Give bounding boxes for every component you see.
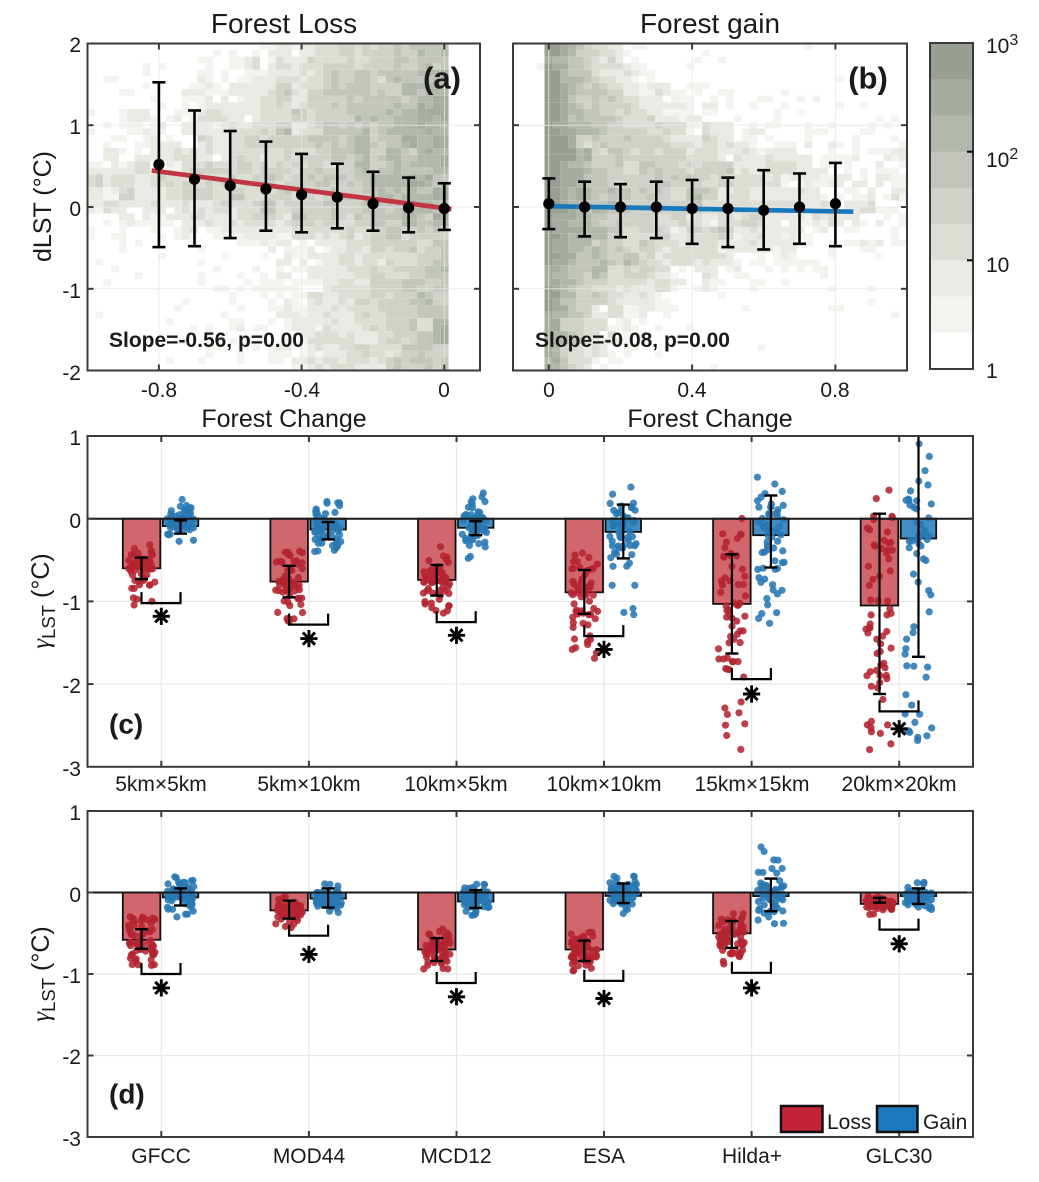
svg-text:10km×5km: 10km×5km bbox=[404, 773, 507, 796]
svg-text:1: 1 bbox=[986, 360, 998, 383]
svg-text:0: 0 bbox=[69, 510, 81, 533]
svg-text:Slope=-0.08, p=0.00: Slope=-0.08, p=0.00 bbox=[535, 329, 730, 352]
svg-text:Forest Loss: Forest Loss bbox=[211, 8, 357, 39]
svg-text:1: 1 bbox=[69, 427, 81, 450]
svg-text:5km×10km: 5km×10km bbox=[257, 773, 360, 796]
svg-text:-0.8: -0.8 bbox=[141, 379, 177, 402]
svg-text:-3: -3 bbox=[62, 758, 81, 781]
svg-text:Gain: Gain bbox=[923, 1111, 967, 1134]
svg-text:GFCC: GFCC bbox=[131, 1145, 191, 1168]
svg-text:-0.4: -0.4 bbox=[284, 379, 321, 402]
svg-text:ESA: ESA bbox=[583, 1145, 625, 1168]
svg-text:(a): (a) bbox=[423, 61, 461, 96]
svg-text:Forest gain: Forest gain bbox=[640, 8, 780, 39]
svg-text:(d): (d) bbox=[109, 1079, 145, 1110]
svg-text:10: 10 bbox=[986, 254, 1009, 277]
svg-text:Slope=-0.56, p=0.00: Slope=-0.56, p=0.00 bbox=[109, 329, 304, 352]
svg-text:-2: -2 bbox=[62, 1046, 81, 1069]
svg-text:0: 0 bbox=[69, 884, 81, 907]
svg-text:20km×20km: 20km×20km bbox=[842, 773, 957, 796]
svg-text:-3: -3 bbox=[62, 1128, 81, 1151]
svg-text:γLST(°C): γLST(°C) bbox=[27, 553, 59, 649]
svg-text:1: 1 bbox=[69, 116, 81, 139]
svg-text:(c): (c) bbox=[109, 709, 143, 740]
svg-text:0.8: 0.8 bbox=[820, 379, 849, 402]
svg-text:Hilda+: Hilda+ bbox=[722, 1145, 782, 1168]
svg-text:-1: -1 bbox=[62, 280, 81, 303]
svg-text:-1: -1 bbox=[62, 592, 81, 615]
svg-text:dLST (°C): dLST (°C) bbox=[29, 151, 57, 262]
svg-text:-2: -2 bbox=[62, 362, 81, 385]
svg-text:-1: -1 bbox=[62, 965, 81, 988]
svg-text:GLC30: GLC30 bbox=[866, 1145, 933, 1168]
svg-text:15km×15km: 15km×15km bbox=[695, 773, 810, 796]
svg-text:MCD12: MCD12 bbox=[420, 1145, 491, 1168]
svg-text:0: 0 bbox=[543, 379, 555, 402]
svg-text:MOD44: MOD44 bbox=[273, 1145, 346, 1168]
svg-text:0: 0 bbox=[69, 198, 81, 221]
svg-text:(b): (b) bbox=[848, 61, 888, 96]
svg-text:10km×10km: 10km×10km bbox=[547, 773, 662, 796]
svg-text:0.4: 0.4 bbox=[677, 379, 707, 402]
svg-text:Loss: Loss bbox=[827, 1111, 871, 1134]
svg-text:2: 2 bbox=[69, 34, 81, 57]
svg-text:-2: -2 bbox=[62, 675, 81, 698]
svg-text:γLST(°C): γLST(°C) bbox=[27, 926, 59, 1022]
svg-text:1: 1 bbox=[69, 802, 81, 825]
svg-text:Forest Change: Forest Change bbox=[627, 405, 792, 433]
svg-text:0: 0 bbox=[438, 379, 450, 402]
svg-text:5km×5km: 5km×5km bbox=[115, 773, 207, 796]
svg-text:Forest Change: Forest Change bbox=[201, 405, 366, 433]
